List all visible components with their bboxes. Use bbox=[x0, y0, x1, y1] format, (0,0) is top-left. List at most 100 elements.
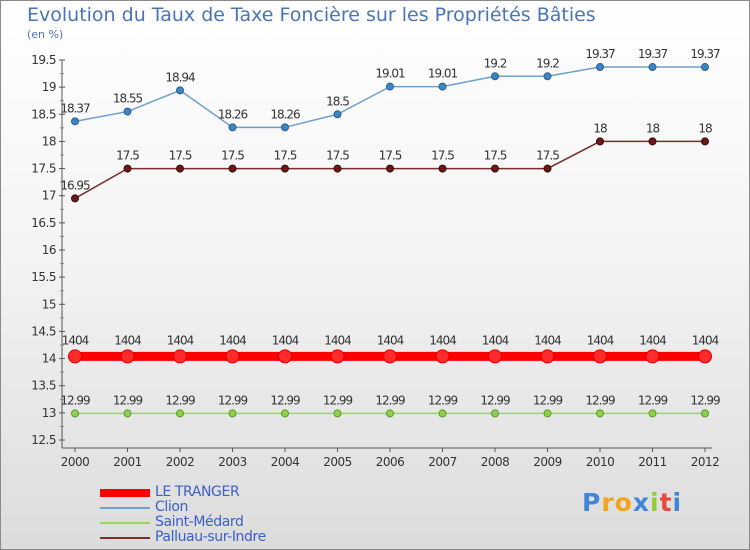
data-label: 18.26 bbox=[270, 107, 300, 121]
data-point bbox=[176, 409, 184, 418]
data-point bbox=[438, 409, 447, 418]
data-label: 17.5 bbox=[536, 149, 559, 163]
x-tick-label: 2011 bbox=[638, 455, 667, 469]
logo-letter: t bbox=[659, 488, 673, 517]
data-point bbox=[281, 164, 289, 173]
data-point bbox=[438, 82, 447, 91]
data-point bbox=[648, 409, 657, 418]
data-label: 19.2 bbox=[536, 56, 559, 70]
y-tick-label: 16 bbox=[42, 243, 56, 257]
data-label: 18.55 bbox=[113, 92, 143, 106]
data-label: 19.01 bbox=[375, 67, 405, 81]
x-tick-label: 2003 bbox=[218, 455, 247, 469]
data-point bbox=[71, 117, 79, 126]
data-label: 18.37 bbox=[60, 101, 90, 115]
logo-letter: i bbox=[650, 488, 660, 517]
data-point bbox=[228, 409, 237, 418]
data-label: 17.5 bbox=[431, 149, 454, 163]
logo-letter: P bbox=[582, 488, 602, 517]
data-label: 1404 bbox=[272, 333, 299, 347]
data-label: 17.5 bbox=[326, 149, 349, 163]
data-point bbox=[488, 349, 502, 364]
y-tick-label: 14 bbox=[42, 352, 56, 366]
data-label: 1404 bbox=[219, 333, 246, 347]
data-point bbox=[491, 164, 499, 173]
data-point bbox=[176, 164, 184, 173]
data-point bbox=[176, 86, 184, 95]
data-point bbox=[698, 349, 712, 364]
data-label: 16.95 bbox=[60, 178, 90, 192]
data-point bbox=[333, 409, 342, 418]
data-point bbox=[386, 409, 394, 418]
data-point bbox=[648, 63, 657, 72]
data-point bbox=[71, 409, 79, 418]
data-label: 1404 bbox=[587, 333, 614, 347]
x-tick-label: 2004 bbox=[271, 455, 300, 469]
data-point bbox=[120, 349, 135, 364]
data-point bbox=[123, 409, 132, 418]
legend-label: Palluau-sur-Indre bbox=[155, 529, 266, 545]
data-label: 12.99 bbox=[218, 393, 248, 407]
x-tick-label: 2005 bbox=[323, 455, 352, 469]
data-label: 1404 bbox=[62, 333, 89, 347]
y-tick-label: 15 bbox=[42, 297, 56, 311]
legend-label: Saint-Médard bbox=[155, 514, 244, 530]
legend-label: LE TRANGER bbox=[155, 484, 240, 500]
data-point bbox=[123, 164, 132, 173]
y-tick-label: 13.5 bbox=[31, 379, 56, 393]
y-tick-label: 12.5 bbox=[31, 433, 56, 447]
data-label: 19.01 bbox=[428, 67, 458, 81]
unit-label: (en %) bbox=[27, 28, 64, 41]
data-point bbox=[278, 349, 292, 364]
data-point bbox=[701, 409, 709, 418]
data-point bbox=[596, 137, 604, 146]
data-label: 12.99 bbox=[638, 393, 668, 407]
data-label: 1404 bbox=[324, 333, 351, 347]
data-label: 1404 bbox=[114, 333, 141, 347]
proxiti-logo: Proxiti bbox=[582, 488, 682, 517]
data-point bbox=[330, 349, 345, 364]
y-tick-label: 14.5 bbox=[31, 324, 56, 338]
data-point bbox=[438, 164, 447, 173]
logo-letter: r bbox=[601, 488, 615, 517]
x-tick-label: 2007 bbox=[428, 455, 457, 469]
logo-letter: o bbox=[614, 488, 633, 517]
data-point bbox=[225, 349, 240, 364]
x-tick-label: 2008 bbox=[481, 455, 510, 469]
data-point bbox=[68, 349, 82, 364]
data-label: 12.99 bbox=[375, 393, 405, 407]
data-point bbox=[435, 349, 450, 364]
data-label: 1404 bbox=[692, 333, 719, 347]
data-label: 12.99 bbox=[113, 393, 143, 407]
y-tick-label: 17.5 bbox=[31, 162, 56, 176]
logo-letter: i bbox=[672, 488, 683, 517]
data-point bbox=[645, 349, 660, 364]
data-point bbox=[123, 107, 132, 116]
data-point bbox=[543, 164, 552, 173]
x-tick-label: 2002 bbox=[166, 455, 195, 469]
legend-swatch bbox=[100, 507, 150, 509]
legend-swatch bbox=[100, 537, 150, 539]
x-tick-label: 2000 bbox=[61, 455, 90, 469]
data-point bbox=[386, 164, 394, 173]
y-tick-label: 16.5 bbox=[31, 216, 56, 230]
data-point bbox=[281, 409, 289, 418]
data-label: 19.37 bbox=[638, 47, 668, 61]
x-tick-label: 2010 bbox=[586, 455, 615, 469]
data-point bbox=[228, 164, 237, 173]
data-label: 12.99 bbox=[428, 393, 458, 407]
data-point bbox=[701, 63, 709, 72]
data-point bbox=[228, 123, 237, 132]
data-point bbox=[596, 63, 604, 72]
y-tick-label: 15.5 bbox=[31, 270, 56, 284]
legend-label: Clion bbox=[155, 499, 188, 515]
data-point bbox=[596, 409, 604, 418]
data-label: 12.99 bbox=[60, 393, 90, 407]
logo-letter: x bbox=[632, 488, 650, 517]
data-label: 17.5 bbox=[484, 149, 507, 163]
data-label: 1404 bbox=[429, 333, 456, 347]
y-tick-label: 19 bbox=[42, 80, 56, 94]
data-label: 17.5 bbox=[116, 149, 139, 163]
data-point bbox=[173, 349, 187, 364]
